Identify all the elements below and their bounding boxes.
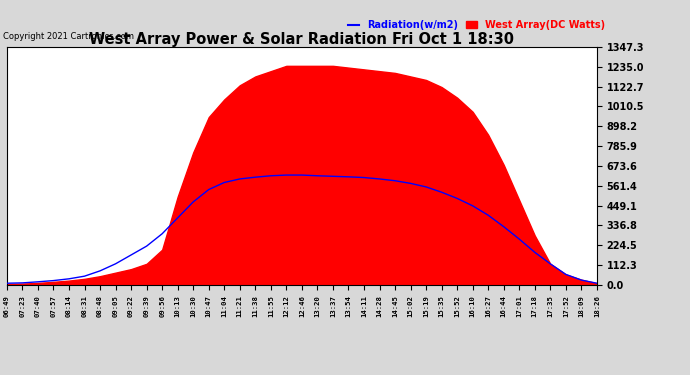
Legend: Radiation(w/m2), West Array(DC Watts): Radiation(w/m2), West Array(DC Watts) (344, 16, 609, 34)
Title: West Array Power & Solar Radiation Fri Oct 1 18:30: West Array Power & Solar Radiation Fri O… (90, 32, 514, 47)
Text: Copyright 2021 Cartronics.com: Copyright 2021 Cartronics.com (3, 32, 135, 41)
